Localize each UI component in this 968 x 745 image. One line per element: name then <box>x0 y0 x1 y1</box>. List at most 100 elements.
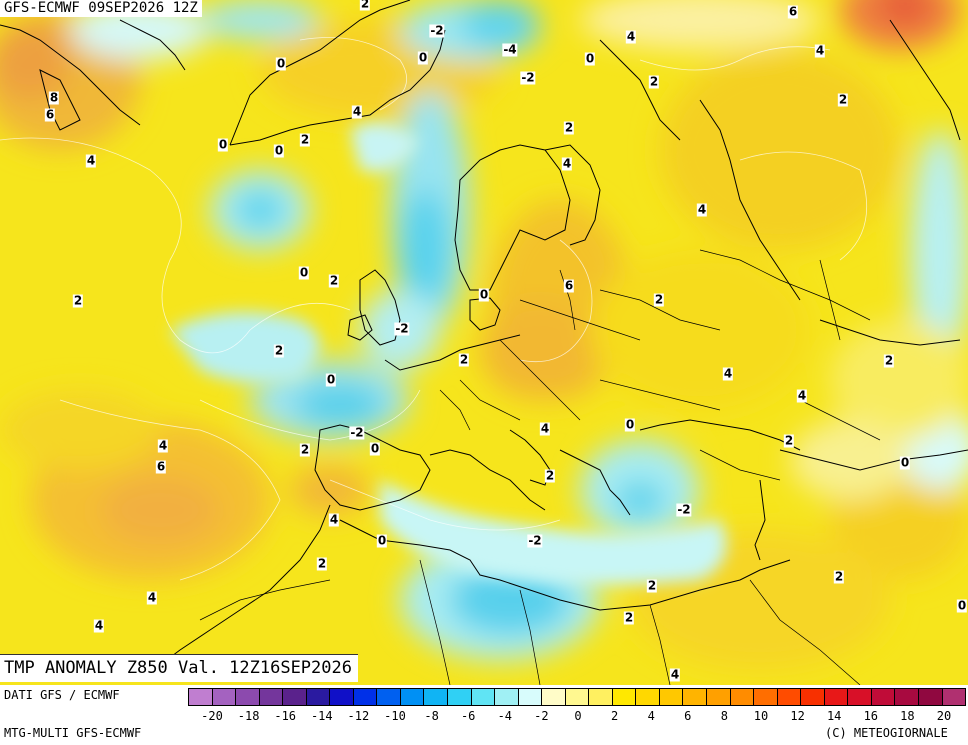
legend-tick-label: -18 <box>237 709 260 723</box>
contour-label: 6 <box>155 459 167 474</box>
legend-swatch <box>612 689 637 705</box>
contour-label: -2 <box>429 23 445 38</box>
legend-tick-label: -4 <box>497 709 513 723</box>
contour-label: 4 <box>814 43 826 58</box>
legend-swatch <box>801 689 825 705</box>
legend-swatch <box>589 689 613 705</box>
contour-label: 2 <box>653 292 665 307</box>
legend-swatch <box>353 689 378 705</box>
borders <box>199 249 881 685</box>
legend-swatch <box>542 689 566 705</box>
legend-swatch <box>518 689 543 705</box>
legend-swatch <box>754 689 778 705</box>
color-scale-bar <box>188 688 966 706</box>
legend-tick-label: -20 <box>201 709 223 723</box>
legend-swatch <box>283 689 307 705</box>
product-label: MTG-MULTI GFS-ECMWF <box>4 726 142 740</box>
legend-swatch <box>683 689 708 705</box>
legend-tick-label: -14 <box>310 709 333 723</box>
legend-tick-label: -2 <box>534 709 549 723</box>
legend-swatch <box>189 689 213 705</box>
legend-tick-label: -10 <box>384 709 406 723</box>
legend-tick-label: 10 <box>753 709 769 723</box>
contour-label: 0 <box>376 533 388 548</box>
legend-tick-label: 20 <box>936 709 952 723</box>
contour-label: 6 <box>787 4 799 19</box>
contour-label: -2 <box>349 425 365 440</box>
contour-label: 2 <box>837 92 849 107</box>
contour-label: 0 <box>325 372 337 387</box>
contour-label: 2 <box>783 433 795 448</box>
contour-label: 4 <box>561 156 573 171</box>
legend-swatch <box>895 689 919 705</box>
contour-label: 4 <box>696 202 708 217</box>
legend-swatch <box>236 689 260 705</box>
legend-swatch <box>330 689 354 705</box>
legend-swatch <box>848 689 872 705</box>
contour-label: 4 <box>625 29 637 44</box>
legend-footer: DATI GFS / ECMWF MTG-MULTI GFS-ECMWF (C)… <box>0 685 968 745</box>
legend-swatch <box>824 689 849 705</box>
legend-tick-label: 18 <box>900 709 915 723</box>
legend-tick-label: -8 <box>424 709 439 723</box>
contour-label: 2 <box>623 610 635 625</box>
legend-swatch <box>730 689 755 705</box>
legend-tick-label: 12 <box>790 709 805 723</box>
contour-label: -2 <box>394 321 410 336</box>
map-title-banner: TMP ANOMALY Z850 Val. 12Z16SEP2026 <box>0 654 358 682</box>
legend-swatch <box>636 689 660 705</box>
contour-label: 6 <box>563 278 575 293</box>
contour-label: 0 <box>273 143 285 158</box>
contour-label: 2 <box>299 132 311 147</box>
legend-tick-label: 8 <box>720 709 729 723</box>
contour-label: 2 <box>646 578 658 593</box>
contour-label: 2 <box>359 0 371 11</box>
model-run-label: GFS-ECMWF 09SEP2026 12Z <box>0 0 202 17</box>
legend-tick-label: 14 <box>826 709 842 723</box>
legend-swatch <box>471 689 496 705</box>
legend-swatch <box>871 689 896 705</box>
legend-swatch <box>707 689 731 705</box>
legend-tick-label: -6 <box>460 709 476 723</box>
contour-label: -2 <box>520 70 536 85</box>
contour-label: 0 <box>478 287 490 302</box>
map-canvas <box>0 0 968 685</box>
contour-label: 0 <box>369 441 381 456</box>
contour-label: -4 <box>502 42 518 57</box>
contour-label: 4 <box>328 512 340 527</box>
contour-label: 2 <box>563 120 575 135</box>
legend-tick-label: 6 <box>684 709 692 723</box>
anomaly-fill <box>0 0 968 670</box>
contour-label: 4 <box>157 438 169 453</box>
legend-tick-label: 4 <box>647 709 655 723</box>
contour-label: 4 <box>351 104 363 119</box>
legend-swatch <box>565 689 590 705</box>
legend-swatch <box>942 689 966 705</box>
legend-tick-label: 16 <box>863 709 879 723</box>
legend-swatch <box>659 689 684 705</box>
contour-label: 2 <box>316 556 328 571</box>
contour-label: 2 <box>328 273 340 288</box>
contour-label: 4 <box>539 421 551 436</box>
contour-label: 2 <box>648 74 660 89</box>
legend-tick-label: 2 <box>610 709 619 723</box>
contour-label: 4 <box>85 153 97 168</box>
contour-label: 2 <box>883 353 895 368</box>
contour-label: -2 <box>676 502 692 517</box>
legend-swatch <box>495 689 519 705</box>
contour-label: 2 <box>72 293 84 308</box>
anomaly-map: GFS-ECMWF 09SEP2026 12Z 2 -2 -4 -2 0 4 6… <box>0 0 968 685</box>
contour-label: 0 <box>956 598 968 613</box>
legend-tick-label: -12 <box>347 709 370 723</box>
contour-lines <box>0 37 868 581</box>
copyright-label: (C) METEOGIORNALE <box>825 726 948 740</box>
contour-label: 0 <box>217 137 229 152</box>
data-source-label: DATI GFS / ECMWF <box>4 688 120 702</box>
legend-swatch <box>259 689 284 705</box>
contour-label: 4 <box>722 366 734 381</box>
contour-label: 0 <box>584 51 596 66</box>
contour-label: -2 <box>527 533 543 548</box>
contour-label: 0 <box>417 50 429 65</box>
contour-label: 0 <box>624 417 636 432</box>
legend-tick-label: -16 <box>274 709 297 723</box>
